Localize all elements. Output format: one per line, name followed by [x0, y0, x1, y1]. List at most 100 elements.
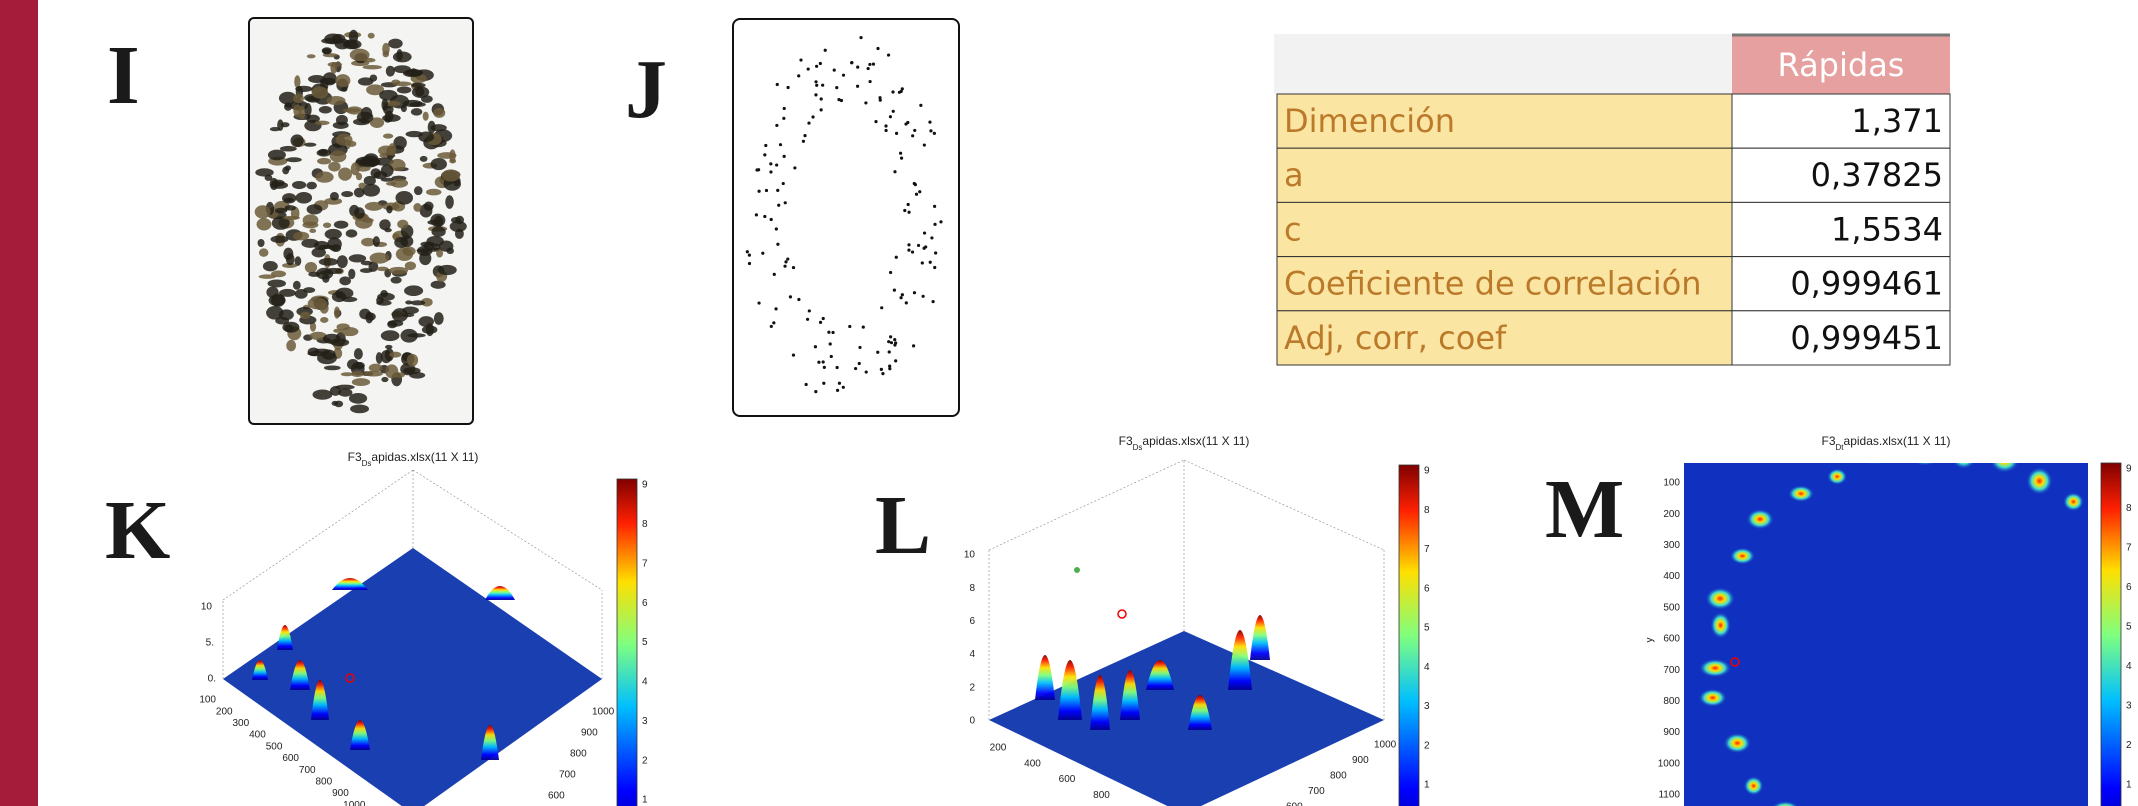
axis-tick: 800 — [1330, 771, 1347, 782]
blotch — [330, 62, 337, 74]
row-value: 1,5534 — [1831, 210, 1943, 248]
blotch — [307, 204, 323, 214]
blotch — [379, 219, 390, 230]
blotch — [303, 287, 315, 293]
dot — [929, 261, 932, 264]
blotch — [434, 312, 444, 325]
dot — [772, 321, 775, 324]
dot — [773, 273, 776, 276]
dot — [850, 61, 853, 64]
blotch — [291, 134, 304, 147]
blob — [1951, 443, 1977, 469]
blotch — [368, 33, 375, 39]
dot — [789, 295, 792, 298]
blotch — [293, 281, 301, 290]
dot-panel — [733, 19, 959, 416]
row-label: c — [1284, 210, 1302, 248]
blotch — [431, 227, 445, 237]
blotch — [385, 345, 392, 349]
blotch — [422, 326, 438, 334]
dot — [929, 129, 932, 132]
dot — [893, 288, 896, 291]
dot — [895, 256, 898, 259]
blotch — [271, 293, 285, 306]
blotch — [328, 162, 340, 172]
label-cell — [1277, 202, 1732, 256]
blotch — [381, 350, 392, 363]
dot — [854, 367, 857, 370]
blotch — [319, 106, 332, 113]
axis-tick: 400 — [1024, 758, 1041, 769]
axis-tick: 0 — [969, 716, 975, 727]
results-table: Rápidas Dimención1,371a0,37825c1,5534Coe… — [1274, 34, 1950, 365]
dot — [876, 47, 879, 50]
colorbar-tick: 1 — [2126, 780, 2132, 791]
colorbar-tick: 9 — [2126, 464, 2132, 475]
blotch — [275, 208, 287, 214]
dot — [817, 361, 820, 364]
blotch — [292, 181, 306, 189]
blotch — [319, 258, 339, 266]
dot — [836, 389, 839, 392]
blotch — [381, 99, 388, 111]
dot — [868, 63, 871, 66]
axis-tick: 100 — [1663, 478, 1680, 489]
axis-tick: 600 — [548, 791, 565, 802]
blotch — [409, 372, 425, 379]
dot — [930, 236, 933, 239]
blotch — [363, 58, 376, 63]
axis-tick: 600 — [1059, 774, 1076, 785]
blotch — [346, 229, 358, 237]
dot — [763, 215, 766, 218]
dot — [889, 115, 892, 118]
dot — [856, 85, 859, 88]
dot — [923, 143, 926, 146]
dot — [921, 261, 924, 264]
blotch — [400, 236, 413, 247]
blotch — [314, 349, 330, 354]
title-part: Ds — [1133, 443, 1143, 452]
blob — [1746, 509, 1774, 530]
axis-tick: 10 — [201, 602, 213, 613]
colorbar-tick: 7 — [1424, 544, 1430, 555]
dot — [782, 117, 785, 120]
marker — [1118, 610, 1126, 618]
blotch — [396, 49, 402, 61]
blob — [1723, 733, 1751, 754]
dot — [797, 298, 800, 301]
colorbar-tick: 2 — [1424, 740, 1430, 751]
blotch — [406, 131, 423, 137]
blotch — [258, 239, 265, 247]
dot — [814, 390, 817, 393]
row-label: Dimención — [1284, 102, 1455, 140]
blotch — [286, 157, 302, 162]
axis-tick: 800 — [570, 749, 587, 760]
dot — [806, 318, 809, 321]
dot — [769, 170, 772, 173]
blotch — [339, 276, 351, 285]
dot — [783, 155, 786, 158]
dot — [900, 156, 903, 159]
blotch — [268, 150, 286, 161]
dot — [770, 325, 773, 328]
dot — [895, 132, 898, 135]
dot — [884, 129, 887, 132]
dot — [933, 223, 936, 226]
dot — [889, 335, 892, 338]
dot — [888, 350, 891, 353]
blotch — [285, 103, 293, 107]
blotch — [386, 205, 392, 213]
dot — [836, 366, 839, 369]
dot — [865, 370, 868, 373]
axis-tick: 1000 — [1658, 758, 1681, 769]
dot — [842, 386, 845, 389]
colorbar-tick: 6 — [1424, 583, 1430, 594]
dot — [837, 98, 840, 101]
blotch — [330, 386, 341, 396]
dot — [933, 132, 936, 135]
colorbar-tick: 4 — [1424, 662, 1430, 673]
axis-tick: 10 — [964, 550, 976, 561]
blotch — [397, 86, 412, 93]
dot — [933, 205, 936, 208]
box-line — [1184, 460, 1384, 550]
